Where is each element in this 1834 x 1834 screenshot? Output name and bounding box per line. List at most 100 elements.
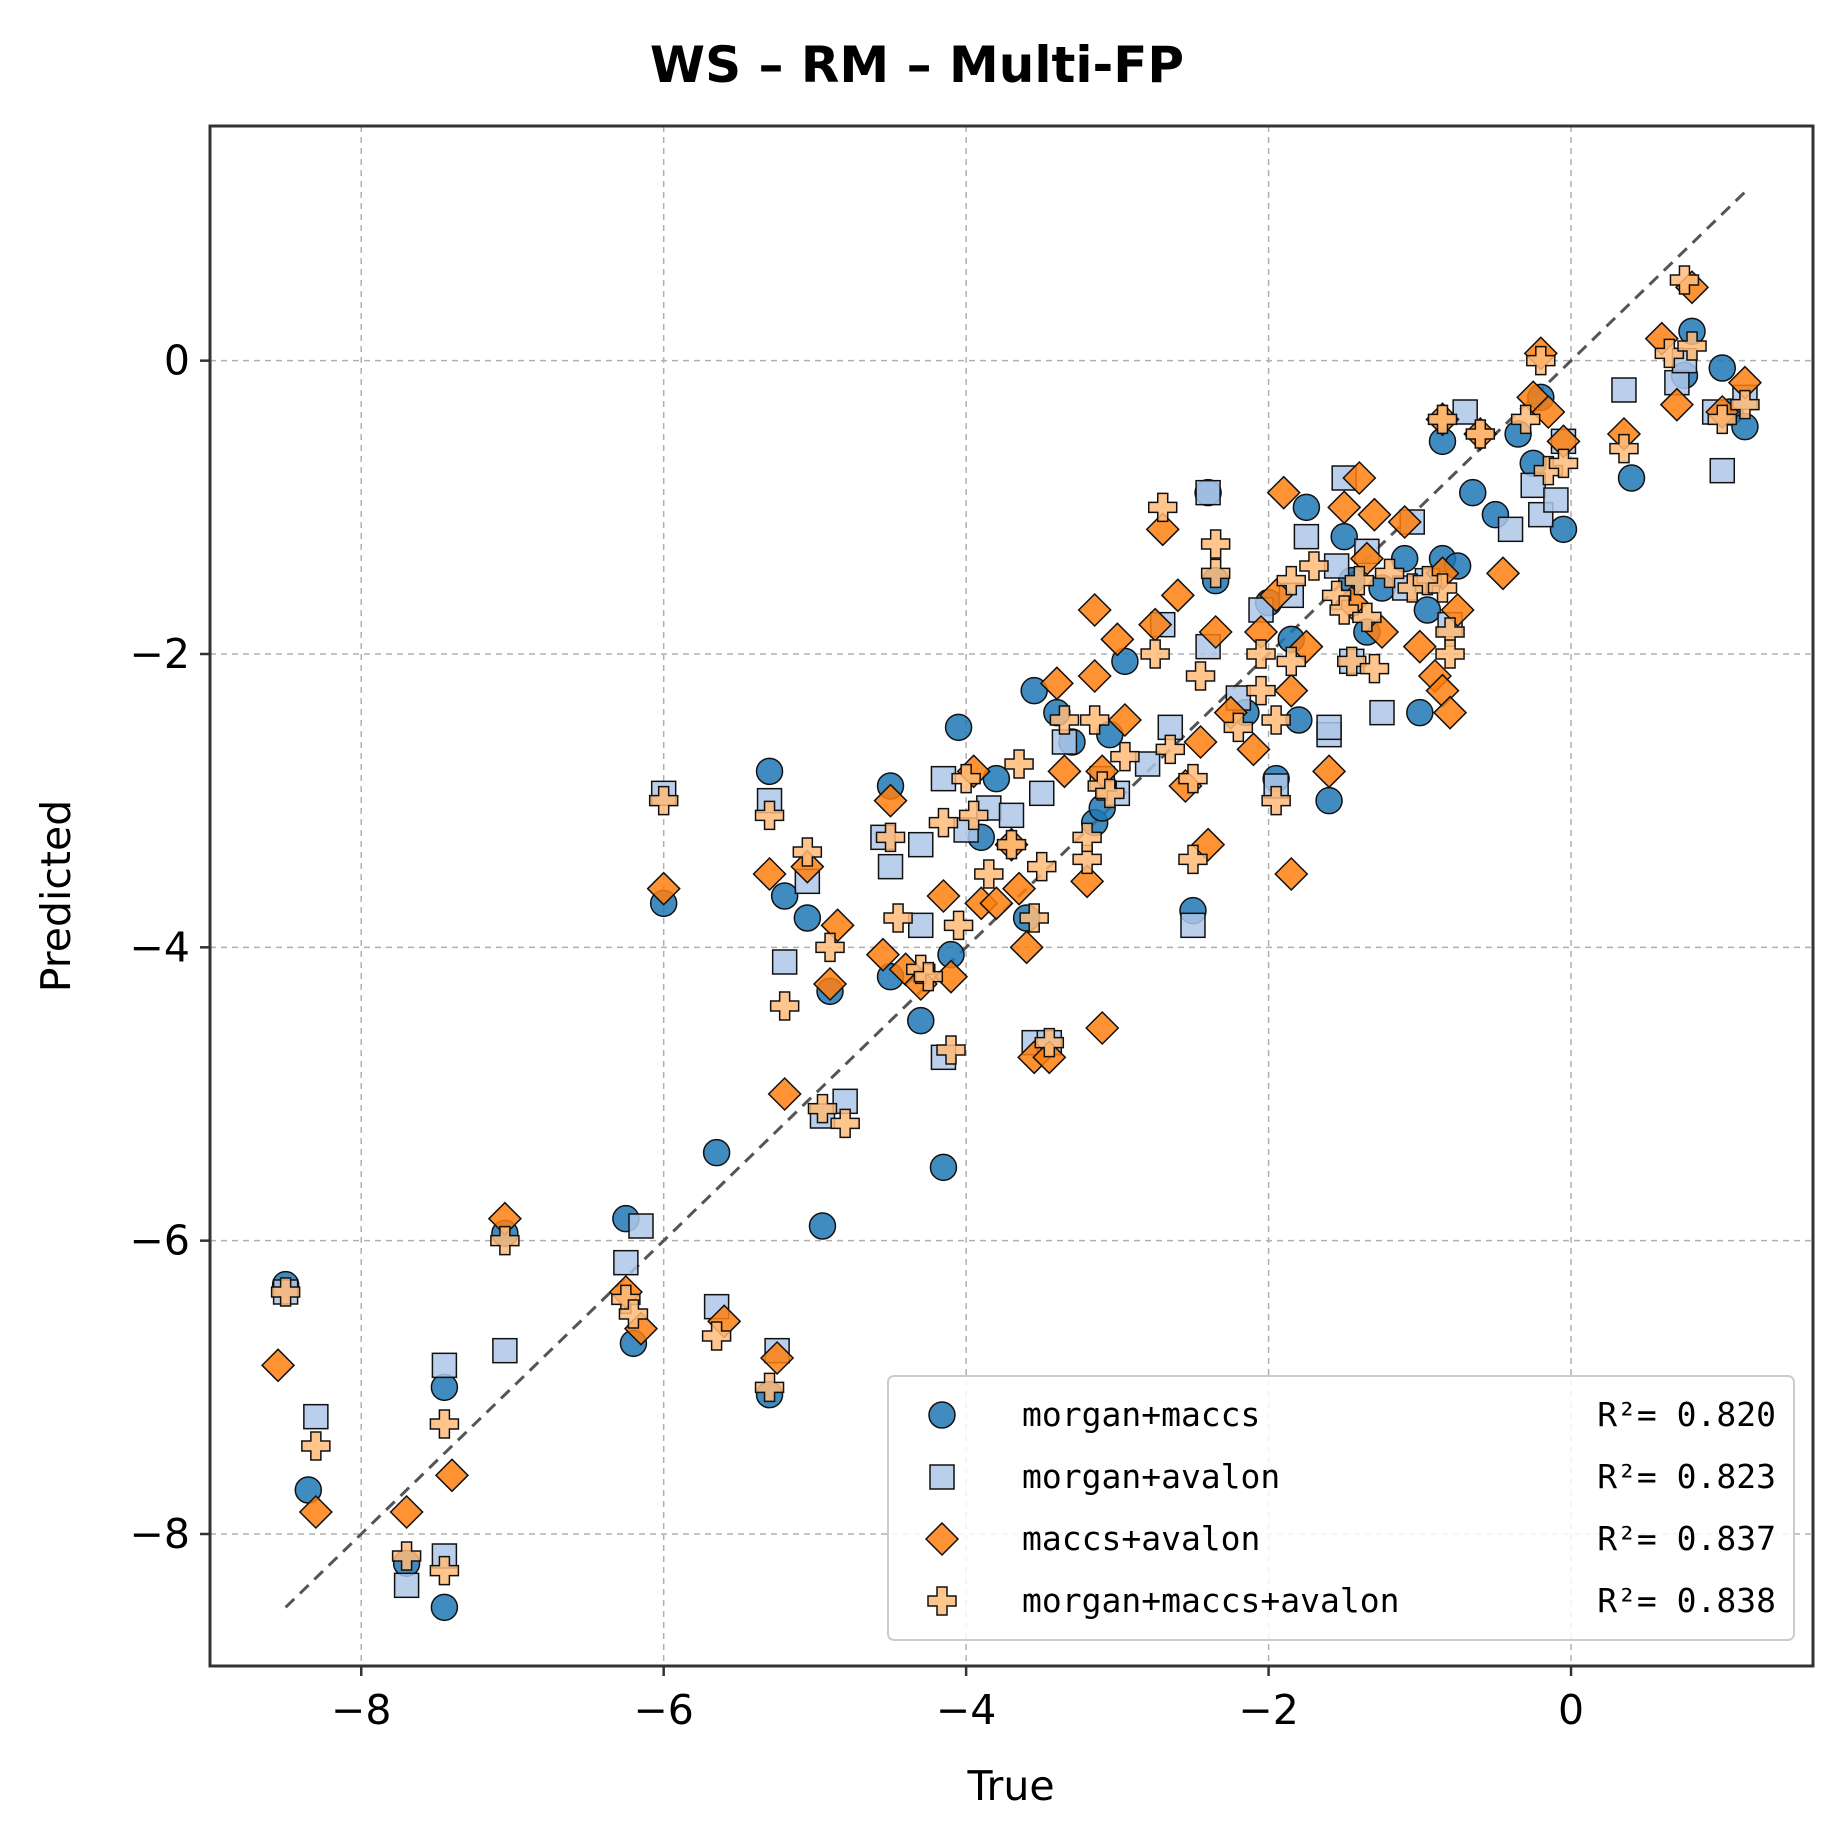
data-point: [1034, 1027, 1065, 1058]
data-point: [301, 1431, 331, 1461]
data-point: [815, 932, 845, 963]
data-point: [1028, 780, 1055, 807]
data-point: [618, 1299, 649, 1329]
data-point: [1100, 622, 1135, 657]
data-point: [1049, 705, 1080, 735]
legend-series-name: maccs+avalon: [1022, 1519, 1260, 1558]
data-point: [1110, 741, 1140, 772]
data-point: [793, 904, 822, 932]
data-point: [1274, 856, 1309, 892]
data-point: [1327, 490, 1362, 525]
data-point: [270, 1277, 301, 1307]
data-point: [1191, 827, 1226, 862]
data-point: [771, 949, 798, 975]
data-point: [1458, 478, 1487, 507]
x-axis-label: True: [966, 1762, 1054, 1810]
data-point: [1072, 844, 1102, 875]
data-point: [1070, 864, 1105, 899]
x-tick-label: −6: [633, 1686, 693, 1734]
data-point: [1289, 629, 1324, 664]
data-point: [755, 757, 784, 786]
data-point: [943, 910, 974, 941]
data-point: [877, 853, 904, 880]
data-point: [1266, 475, 1301, 510]
data-point: [1730, 389, 1760, 420]
x-tick-label: −4: [936, 1686, 996, 1734]
data-point: [760, 1340, 795, 1376]
data-point: [1707, 404, 1738, 435]
data-point: [1051, 729, 1078, 755]
y-axis-label: Predicted: [32, 800, 80, 992]
data-point: [1019, 903, 1049, 933]
data-point: [1236, 732, 1271, 767]
legend-marker: [927, 1586, 957, 1616]
data-point: [303, 1403, 329, 1430]
legend-marker: [924, 1521, 960, 1557]
data-point: [1180, 912, 1206, 939]
data-point: [1004, 749, 1034, 779]
data-point: [393, 1572, 420, 1599]
data-points: [260, 265, 1763, 1622]
data-point: [752, 856, 787, 892]
data-point: [1160, 578, 1195, 613]
data-point: [1195, 479, 1221, 506]
data-point: [701, 1321, 732, 1351]
x-tick-label: 0: [1558, 1686, 1584, 1734]
y-tick-label: −6: [130, 1217, 190, 1265]
data-point: [1387, 504, 1422, 540]
data-point: [1654, 338, 1685, 369]
data-point: [492, 1337, 518, 1364]
data-point: [1548, 448, 1579, 479]
legend-entry: morgan+maccs+avalon R²= 0.838: [927, 1581, 1776, 1620]
data-point: [702, 1138, 731, 1167]
data-point: [812, 966, 848, 1002]
data-point: [1293, 523, 1320, 550]
data-point: [1344, 565, 1375, 596]
data-point: [1274, 673, 1309, 708]
data-point: [1085, 1010, 1120, 1046]
data-point: [391, 1541, 422, 1571]
data-point: [883, 903, 913, 933]
data-point: [1079, 705, 1110, 735]
data-point: [936, 1035, 966, 1065]
data-point: [1617, 464, 1646, 492]
data-point: [1549, 515, 1578, 544]
legend-marker: [929, 1464, 955, 1490]
data-point: [628, 1213, 654, 1239]
data-point: [1178, 844, 1208, 875]
legend-r2-value: R²= 0.837: [1597, 1519, 1776, 1558]
data-point: [1140, 639, 1170, 669]
data-point: [1342, 460, 1377, 496]
y-tick-label: −2: [130, 630, 190, 678]
data-point: [1406, 698, 1434, 727]
plot-frame: [208, 124, 1815, 1668]
data-point: [1432, 695, 1468, 730]
data-point: [1276, 565, 1307, 596]
data-point: [1359, 653, 1390, 684]
data-point: [1183, 724, 1218, 760]
data-point: [1178, 763, 1208, 794]
legend-entry: maccs+avalon R²= 0.837: [924, 1519, 1776, 1558]
data-point: [260, 1348, 296, 1383]
data-point: [431, 1352, 458, 1379]
data-point: [389, 1494, 424, 1530]
data-point: [926, 878, 961, 914]
data-point: [1155, 734, 1186, 765]
data-point: [1510, 404, 1541, 435]
data-point: [769, 991, 800, 1021]
data-point: [1659, 387, 1694, 422]
legend-r2-value: R²= 0.823: [1597, 1457, 1776, 1496]
data-point: [298, 1494, 333, 1530]
legend-marker: [928, 1401, 956, 1429]
legend-entry: morgan+avalon R²= 0.823: [929, 1457, 1776, 1496]
data-point: [648, 785, 679, 816]
data-point: [928, 807, 959, 838]
data-point: [1200, 558, 1231, 589]
legend-series-name: morgan+maccs+avalon: [1022, 1581, 1400, 1620]
data-point: [1246, 639, 1276, 669]
data-point: [1292, 493, 1321, 522]
data-point: [908, 831, 934, 858]
data-point: [1611, 377, 1637, 403]
data-point: [434, 1458, 470, 1493]
